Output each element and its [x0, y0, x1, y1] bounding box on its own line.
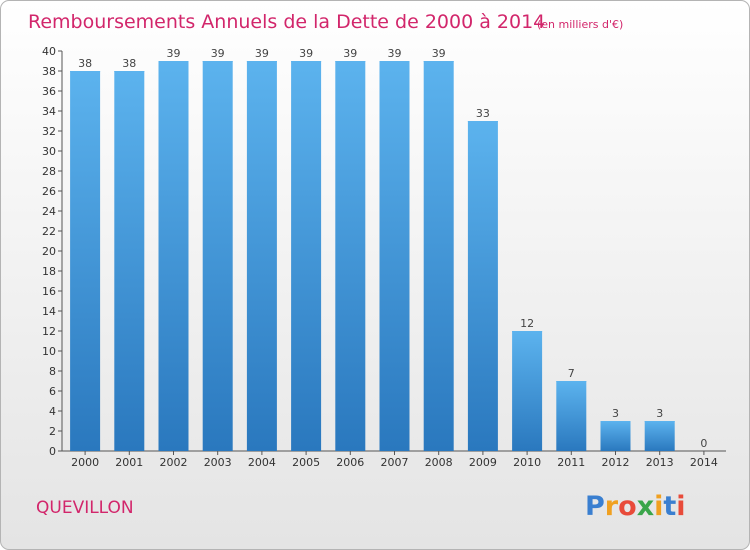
x-tick-label: 2012	[602, 456, 630, 469]
y-tick-label: 32	[42, 125, 56, 138]
bar-top-highlight	[600, 421, 631, 422]
bar-2000	[70, 71, 101, 451]
bar-2010	[512, 331, 543, 451]
x-tick-label: 2001	[115, 456, 143, 469]
y-tick-label: 38	[42, 65, 56, 78]
x-tick-label: 2007	[381, 456, 409, 469]
x-tick-label: 2011	[557, 456, 585, 469]
value-label-2006: 39	[343, 47, 357, 60]
x-tick-label: 2005	[292, 456, 320, 469]
bar-top-highlight	[114, 71, 145, 72]
y-tick-label: 8	[49, 365, 56, 378]
bars	[70, 61, 675, 451]
value-label-2014: 0	[700, 437, 707, 450]
y-tick-label: 4	[49, 405, 56, 418]
axes: 0246810121416182022242628303234363840200…	[42, 45, 726, 469]
y-tick-label: 34	[42, 105, 56, 118]
x-tick-label: 2004	[248, 456, 276, 469]
x-tick-label: 2010	[513, 456, 541, 469]
logo-letter: i	[676, 491, 685, 522]
bar-top-highlight	[291, 61, 322, 62]
bar-2006	[335, 61, 366, 451]
proxiti-logo: Proxiti	[585, 491, 686, 522]
logo-letter: t	[663, 491, 676, 522]
y-tick-label: 12	[42, 325, 56, 338]
bar-top-highlight	[423, 61, 454, 62]
bar-top-highlight	[70, 71, 101, 72]
y-tick-label: 36	[42, 85, 56, 98]
value-label-2002: 39	[167, 47, 181, 60]
x-tick-label: 2006	[336, 456, 364, 469]
bar-2009	[467, 121, 498, 451]
value-label-2005: 39	[299, 47, 313, 60]
y-tick-label: 24	[42, 205, 56, 218]
x-tick-label: 2008	[425, 456, 453, 469]
x-tick-label: 2003	[204, 456, 232, 469]
value-label-2003: 39	[211, 47, 225, 60]
bar-2004	[246, 61, 277, 451]
bar-2011	[556, 381, 587, 451]
bar-2002	[158, 61, 189, 451]
bar-top-highlight	[335, 61, 366, 62]
y-tick-label: 10	[42, 345, 56, 358]
bar-2013	[644, 421, 675, 451]
bar-top-highlight	[644, 421, 675, 422]
logo-letter: x	[637, 491, 654, 522]
logo-letter: P	[585, 491, 605, 522]
x-tick-label: 2002	[160, 456, 188, 469]
y-tick-label: 20	[42, 245, 56, 258]
value-label-2004: 39	[255, 47, 269, 60]
bar-2005	[291, 61, 322, 451]
y-tick-label: 6	[49, 385, 56, 398]
bar-2007	[379, 61, 410, 451]
x-tick-label: 2014	[690, 456, 718, 469]
commune-name: QUEVILLON	[36, 498, 134, 518]
bar-top-highlight	[158, 61, 189, 62]
logo-letter: r	[605, 491, 619, 522]
value-label-2011: 7	[568, 367, 575, 380]
y-tick-label: 28	[42, 165, 56, 178]
value-label-2010: 12	[520, 317, 534, 330]
logo-letter: i	[654, 491, 663, 522]
y-tick-label: 26	[42, 185, 56, 198]
y-tick-label: 14	[42, 305, 56, 318]
bar-top-highlight	[556, 381, 587, 382]
value-label-2009: 33	[476, 107, 490, 120]
bar-top-highlight	[379, 61, 410, 62]
bar-2003	[202, 61, 233, 451]
x-tick-label: 2009	[469, 456, 497, 469]
chart-title: Remboursements Annuels de la Dette de 20…	[28, 11, 545, 33]
bar-top-highlight	[246, 61, 277, 62]
value-label-2012: 3	[612, 407, 619, 420]
value-label-2000: 38	[78, 57, 92, 70]
bar-2001	[114, 71, 145, 451]
y-tick-label: 2	[49, 425, 56, 438]
y-tick-label: 0	[49, 445, 56, 458]
y-tick-label: 30	[42, 145, 56, 158]
x-tick-label: 2013	[646, 456, 674, 469]
value-label-2001: 38	[122, 57, 136, 70]
bar-2012	[600, 421, 631, 451]
value-label-2007: 39	[388, 47, 402, 60]
y-tick-label: 18	[42, 265, 56, 278]
bar-top-highlight	[202, 61, 233, 62]
value-label-2013: 3	[656, 407, 663, 420]
y-tick-label: 22	[42, 225, 56, 238]
bar-top-highlight	[512, 331, 543, 332]
x-tick-label: 2000	[71, 456, 99, 469]
bar-2008	[423, 61, 454, 451]
y-tick-label: 40	[42, 45, 56, 58]
logo-letter: o	[618, 491, 637, 522]
chart-unit-note: (en milliers d'€)	[537, 18, 623, 31]
bar-top-highlight	[467, 121, 498, 122]
value-label-2008: 39	[432, 47, 446, 60]
y-tick-label: 16	[42, 285, 56, 298]
